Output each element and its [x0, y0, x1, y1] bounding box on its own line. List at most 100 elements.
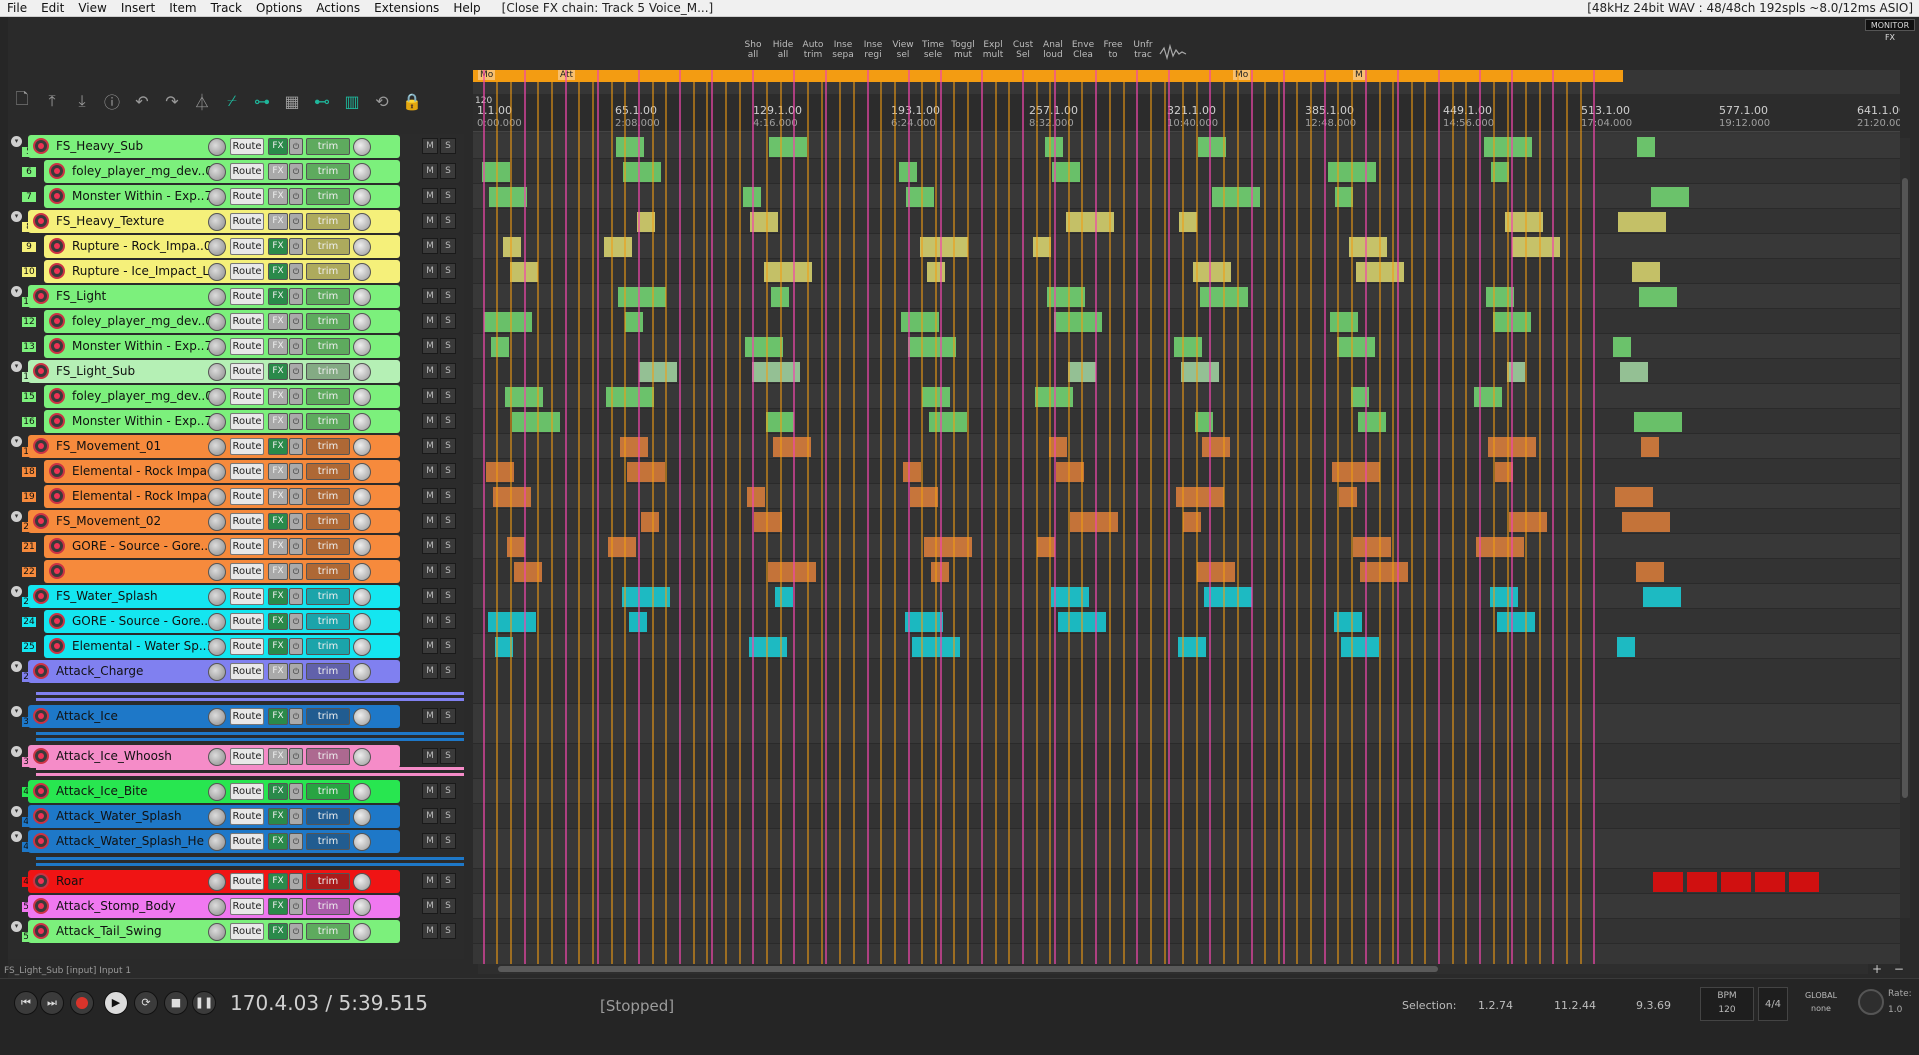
marker-line[interactable] [1511, 70, 1513, 964]
volume-knob[interactable] [208, 833, 226, 851]
marker-line[interactable] [706, 70, 708, 964]
route-button[interactable]: Route [230, 188, 264, 205]
trim-button[interactable]: trim [306, 388, 350, 405]
record-arm-button[interactable] [49, 263, 65, 279]
fx-button[interactable]: FX [268, 833, 288, 850]
fx-button[interactable]: FX [268, 238, 288, 255]
volume-knob[interactable] [208, 808, 226, 826]
mute-button[interactable]: M [422, 538, 438, 554]
media-item[interactable] [1507, 362, 1525, 382]
marker-line[interactable] [1168, 70, 1170, 964]
marker-line[interactable] [611, 70, 613, 964]
trim-button[interactable]: trim [306, 873, 350, 890]
marker-line[interactable] [1068, 70, 1070, 964]
volume-knob[interactable] [208, 708, 226, 726]
selection-start[interactable]: 1.2.74 [1478, 999, 1513, 1012]
mute-button[interactable]: M [422, 663, 438, 679]
fx-button[interactable]: FX [268, 923, 288, 940]
record-arm-button[interactable] [33, 213, 49, 229]
track-24[interactable]: 24 GORE - Source - Gore..45 Route FX ⏻ trim M S [8, 609, 464, 634]
track-12[interactable]: 12 foley_player_mg_dev..01 Route FX ⏻ trim M S [8, 309, 464, 334]
solo-button[interactable]: S [440, 463, 456, 479]
volume-knob[interactable] [208, 898, 226, 916]
fx-button[interactable]: FX [268, 463, 288, 480]
media-item[interactable] [1174, 337, 1202, 357]
horizontal-scroll-thumb[interactable] [498, 966, 1438, 972]
trim-button[interactable]: trim [306, 263, 350, 280]
marker-label[interactable]: Mo [478, 70, 496, 80]
mute-button[interactable]: M [422, 363, 438, 379]
track-lane-32[interactable] [473, 704, 1900, 744]
media-item[interactable] [1178, 637, 1206, 657]
marker-line[interactable] [1397, 70, 1399, 964]
track-name[interactable]: Attack_Ice_Whoosh [56, 749, 172, 763]
route-button[interactable]: Route [230, 588, 264, 605]
track-name[interactable]: Attack_Water_Splash_He [56, 834, 204, 848]
record-arm-button[interactable] [49, 538, 65, 554]
grid-button[interactable]: ▦ [278, 88, 306, 114]
marker-line[interactable] [1310, 70, 1312, 964]
mute-button[interactable]: M [422, 163, 438, 179]
media-item[interactable] [606, 387, 654, 407]
project-info-button[interactable]: ⓘ [98, 88, 126, 114]
pan-knob[interactable] [353, 638, 371, 656]
track-9[interactable]: 9 Rupture - Rock_Impa..06 Route FX ⏻ trim M S [8, 234, 464, 259]
pan-knob[interactable] [353, 213, 371, 231]
media-item[interactable] [1512, 237, 1560, 257]
marker-line[interactable] [1237, 70, 1239, 964]
route-button[interactable]: Route [230, 238, 264, 255]
media-item[interactable] [906, 187, 934, 207]
media-item[interactable] [618, 287, 666, 307]
volume-knob[interactable] [208, 538, 226, 556]
marker-line[interactable] [853, 70, 855, 964]
route-button[interactable]: Route [230, 363, 264, 380]
folder-collapse-icon[interactable]: ▾ [11, 831, 22, 842]
marker-line[interactable] [1465, 70, 1467, 964]
fx-bypass-icon[interactable]: ⏻ [289, 923, 303, 940]
media-item[interactable] [1202, 437, 1230, 457]
pan-knob[interactable] [353, 263, 371, 281]
track-name[interactable]: FS_Light_Sub [56, 364, 136, 378]
fx-button[interactable]: FX [268, 873, 288, 890]
mute-button[interactable]: M [422, 488, 438, 504]
route-button[interactable]: Route [230, 708, 264, 725]
marker-line[interactable] [825, 70, 827, 964]
fx-bypass-icon[interactable]: ⏻ [289, 413, 303, 430]
marker-line[interactable] [725, 70, 727, 964]
pan-knob[interactable] [353, 338, 371, 356]
marker-line[interactable] [1283, 70, 1285, 964]
marker-line[interactable] [1379, 70, 1381, 964]
marker-line[interactable] [1351, 70, 1353, 964]
track-name[interactable]: FS_Water_Splash [56, 589, 158, 603]
media-item[interactable] [749, 637, 787, 657]
menu-insert[interactable]: Insert [120, 0, 156, 15]
track-19[interactable]: 19 Elemental - Rock Impact Route FX ⏻ trim M S [8, 484, 464, 509]
trim-button[interactable]: trim [306, 538, 350, 555]
media-item[interactable] [1183, 512, 1201, 532]
trim-button[interactable]: trim [306, 213, 350, 230]
fx-bypass-icon[interactable]: ⏻ [289, 463, 303, 480]
solo-button[interactable]: S [440, 288, 456, 304]
solo-button[interactable]: S [440, 873, 456, 889]
track-lane-41[interactable] [473, 804, 1900, 829]
fx-button[interactable]: FX [268, 388, 288, 405]
trim-button[interactable]: trim [306, 663, 350, 680]
marker-line[interactable] [652, 70, 654, 964]
open-project-button[interactable]: ⤒ [38, 88, 66, 114]
track-name[interactable]: FS_Light [56, 289, 107, 303]
action-button-8[interactable]: Expl mult [978, 40, 1008, 64]
media-item[interactable] [1037, 537, 1055, 557]
media-item[interactable] [623, 162, 661, 182]
marker-line[interactable] [1278, 70, 1280, 964]
mute-button[interactable]: M [422, 833, 438, 849]
menu-options[interactable]: Options [255, 0, 303, 15]
marker-line[interactable] [1392, 70, 1394, 964]
media-item[interactable] [1339, 487, 1357, 507]
lock-button[interactable]: 🔒 [398, 88, 426, 114]
marker-line[interactable] [510, 70, 512, 964]
media-item[interactable] [486, 462, 514, 482]
marker-line[interactable] [679, 70, 681, 964]
